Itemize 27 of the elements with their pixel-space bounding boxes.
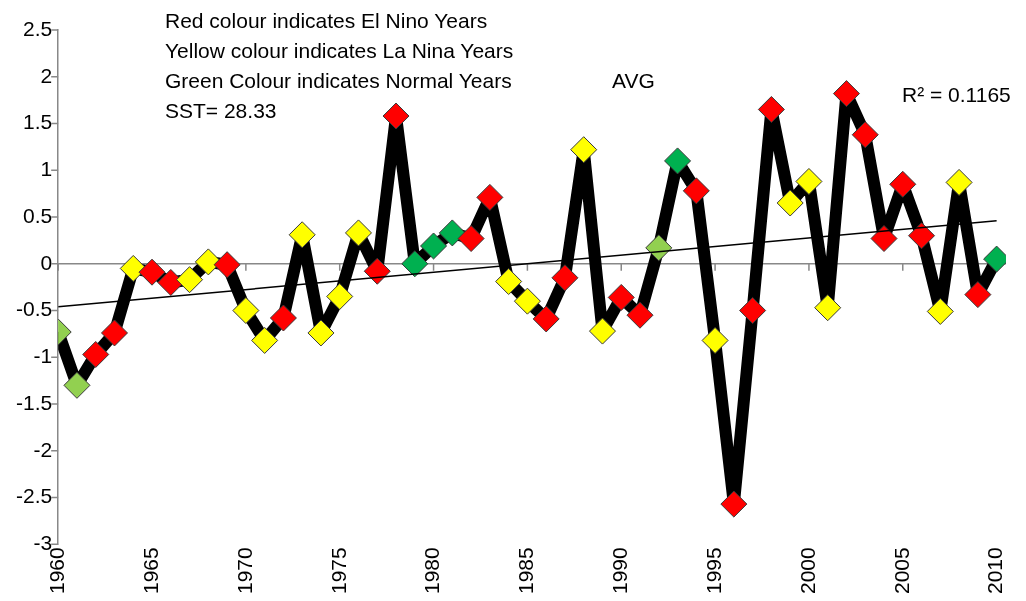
annotation: R² = 0.1165: [902, 82, 1011, 106]
y-tick-label: -2.5: [16, 484, 53, 508]
y-tick-label: -1.5: [16, 390, 53, 414]
x-tick-label: 1975: [326, 547, 350, 594]
annotation: Red colour indicates El Nino Years: [165, 8, 488, 32]
x-tick-label: 2010: [983, 547, 1007, 594]
x-tick-label: 1970: [232, 547, 256, 594]
y-tick-label: 1: [40, 157, 53, 181]
annotation: SST= 28.33: [165, 98, 277, 122]
y-tick-label: 0: [40, 250, 53, 274]
y-tick-label: 0.5: [22, 203, 53, 227]
x-tick-label: 1995: [701, 547, 725, 594]
x-tick-label: 1990: [608, 547, 632, 594]
x-tick-label: 1985: [514, 547, 538, 594]
annotation: Yellow colour indicates La Nina Years: [165, 38, 514, 62]
y-tick-label: 2.5: [22, 16, 53, 40]
x-tick-label: 2000: [795, 547, 819, 594]
y-tick-label: -0.5: [16, 297, 53, 321]
annotation: Green Colour indicates Normal Years: [165, 68, 512, 92]
y-tick-label: -1: [33, 344, 53, 368]
annotation: AVG: [612, 68, 655, 92]
x-tick-label: 1965: [138, 547, 162, 594]
y-tick-label: 2: [40, 63, 53, 87]
x-tick-label: 1980: [420, 547, 444, 594]
x-tick-label: 2005: [889, 547, 913, 594]
y-tick-label: 1.5: [22, 110, 53, 134]
y-tick-label: -2: [33, 437, 53, 461]
